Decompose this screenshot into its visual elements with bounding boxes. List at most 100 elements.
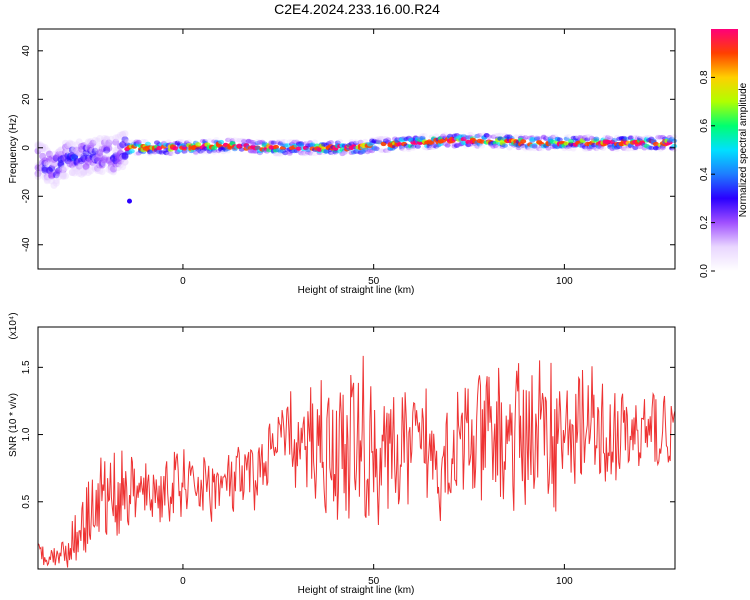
colorbar-tick-label: 0.0 <box>699 264 710 278</box>
spectrogram-cell <box>636 136 643 141</box>
spectrogram-cell <box>414 144 421 149</box>
spectrogram-cell <box>114 164 122 172</box>
snr-y-ticks: 0.5 1.0 1.5 <box>21 360 675 509</box>
spectrogram-cell <box>73 147 81 155</box>
spectrogram-cell <box>133 151 140 156</box>
spectrogram-cell <box>465 135 472 140</box>
spectrogram-cell <box>94 164 101 172</box>
spectrogram-cell <box>128 149 135 154</box>
spectrogram-cell <box>549 139 556 144</box>
spectrogram-cell <box>600 146 607 151</box>
spectrogram-cell <box>211 150 218 155</box>
spectrogram-cell <box>167 151 174 156</box>
spectrogram-cell <box>364 151 371 156</box>
spectrogram-cell <box>401 147 408 152</box>
spectrogram-cell <box>236 138 243 143</box>
spectrogram-cell <box>440 145 447 150</box>
spectrogram-cell <box>575 148 582 153</box>
spectrogram-cell <box>213 136 220 141</box>
snr-panel: 0 50 100 0.5 1.0 1.5 Height of straight line… <box>8 312 676 596</box>
spectrogram-cell <box>607 136 614 141</box>
spectrogram-cell <box>36 143 44 151</box>
spectrogram-cell <box>602 134 609 140</box>
snr-multiplier-label: (x10⁴) <box>8 312 19 339</box>
spectrogram-cell <box>110 168 117 176</box>
spectrogram-cell <box>165 139 172 144</box>
spectrogram-cell <box>91 136 99 144</box>
spectrogram-cell <box>91 147 99 155</box>
snr-x-tick-label: 0 <box>180 576 186 587</box>
spectrogram-cell <box>625 147 632 152</box>
spectrogram-cell <box>84 138 92 146</box>
spectrogram-cell <box>112 147 120 154</box>
spectrogram-cell <box>254 139 261 144</box>
spectrogram-cell <box>98 168 106 176</box>
snr-series-line <box>37 355 676 568</box>
spectrogram-cell <box>66 139 74 147</box>
spectrogram-cell <box>110 166 117 174</box>
spectrogram-y-tick-label: -40 <box>21 237 32 252</box>
spectrogram-cell <box>107 135 115 143</box>
spectrogram-cell <box>549 134 556 139</box>
spectrogram-cell <box>671 143 678 149</box>
snr-x-axis-label: Height of straight line (km) <box>298 585 415 596</box>
spectrogram-cell <box>479 139 485 144</box>
spectrogram-cell <box>570 147 577 152</box>
spectrogram-cell <box>344 138 350 143</box>
spectrogram-cell <box>179 152 186 158</box>
spectrogram-cell <box>444 143 451 148</box>
spectrogram-cell <box>652 141 659 147</box>
spectrogram-cell <box>261 152 268 157</box>
snr-x-tick-label: 100 <box>556 576 573 587</box>
spectrogram-cell <box>103 136 111 143</box>
spectrogram-cell <box>234 151 241 156</box>
spectrogram-cell <box>100 156 108 164</box>
spectrogram-cell <box>75 164 83 171</box>
spectrogram-cell <box>378 136 385 141</box>
spectrogram-cell <box>332 150 339 155</box>
spectrogram-cell <box>192 151 199 156</box>
spectrogram-cell <box>247 148 254 153</box>
spectrogram-cell <box>556 137 563 142</box>
spectrogram-cell <box>337 152 344 158</box>
spectrogram-cell <box>522 135 529 140</box>
spectrogram-cell <box>218 139 225 145</box>
spectrogram-cell <box>362 147 369 152</box>
spectrogram-cell <box>435 146 442 151</box>
spectrogram-cell <box>82 163 90 171</box>
spectrogram-cell <box>465 139 472 145</box>
spectrogram-cell <box>140 138 147 144</box>
spectrogram-cell <box>414 147 421 152</box>
spectrogram-cell <box>135 139 142 144</box>
spectrogram-cell <box>492 143 499 148</box>
spectrogram-cell <box>165 151 172 157</box>
spectrogram-cell <box>495 132 501 138</box>
spectrogram-cell <box>302 151 309 157</box>
spectrogram-cell <box>48 177 56 185</box>
spectrogram-cell <box>43 177 51 185</box>
spectrogram-cell <box>307 151 314 156</box>
spectrogram-cell <box>107 164 115 172</box>
spectrogram-cell <box>36 143 44 151</box>
spectrogram-cell <box>71 152 79 160</box>
spectrogram-cell <box>181 149 188 154</box>
spectrogram-cell <box>135 140 142 145</box>
spectrogram-cell <box>71 145 79 153</box>
spectrogram-cell <box>80 169 88 177</box>
spectrogram-cell <box>460 133 467 139</box>
spectrogram-cell <box>378 148 385 153</box>
spectrogram-cell <box>41 173 49 181</box>
spectrogram-cell <box>353 139 360 144</box>
spectrogram-cell <box>337 139 344 144</box>
spectrogram-cell <box>114 133 122 141</box>
spectrogram-cell <box>59 172 67 180</box>
spectrogram-cell <box>449 145 456 150</box>
spectrogram-cell <box>68 169 76 177</box>
colorbar-label: Normalized spectral amplitude <box>738 82 749 217</box>
spectrogram-cell <box>55 173 63 181</box>
spectrogram-cell <box>405 147 412 152</box>
spectrogram-cell <box>41 157 49 165</box>
spectrogram-cell <box>107 167 115 175</box>
spectrogram-frame <box>37 28 676 270</box>
spectrogram-cell <box>485 134 492 139</box>
